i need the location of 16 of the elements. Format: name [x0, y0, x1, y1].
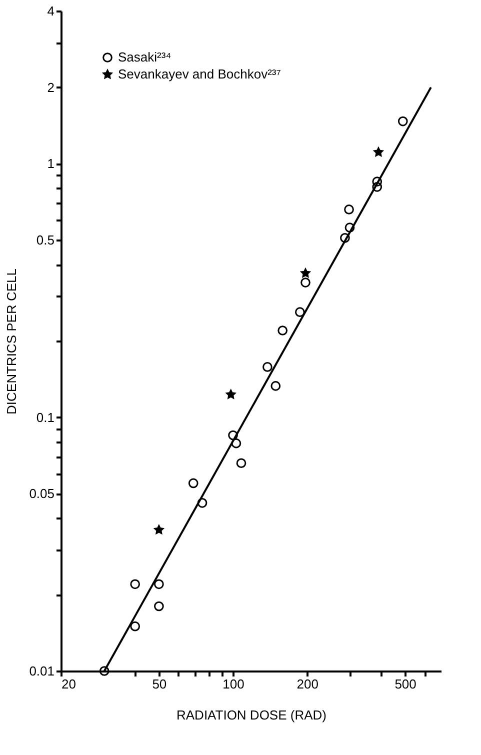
y-tick-label: 2 — [47, 80, 54, 95]
x-tick-label: 500 — [394, 676, 416, 692]
y-tick-label: 4 — [47, 4, 54, 18]
legend-label: Sasaki²³⁴ — [118, 50, 172, 64]
y-axis-title: DICENTRICS PER CELL — [4, 268, 20, 414]
x-tick-label: 200 — [296, 676, 318, 692]
x-axis-title: RADIATION DOSE (RAD) — [176, 708, 326, 722]
legend-label: Sevankayev and Bochkov²³⁷ — [118, 66, 282, 82]
y-tick-label: 0.05 — [29, 486, 54, 502]
x-tick-label: 100 — [222, 676, 244, 692]
x-tick-label: 50 — [152, 676, 167, 692]
y-tick-label: 1 — [47, 156, 54, 172]
y-tick-label: 0.01 — [29, 664, 54, 678]
x-tick-label: 20 — [62, 676, 76, 692]
y-tick-label: 0.5 — [36, 232, 54, 248]
y-tick-label: 0.1 — [36, 410, 54, 425]
